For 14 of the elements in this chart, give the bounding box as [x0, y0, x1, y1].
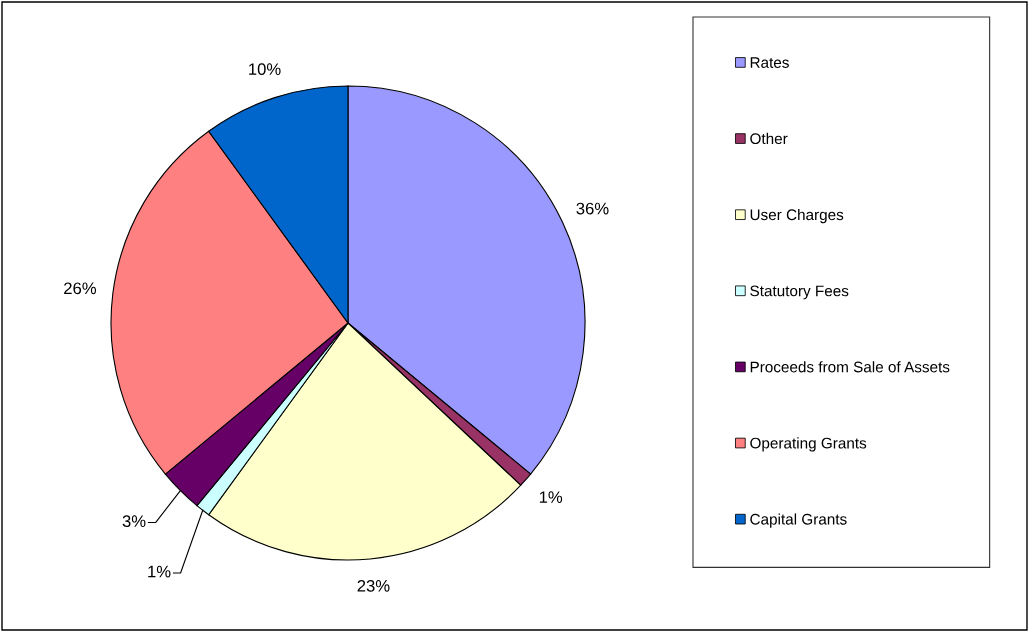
- legend-label: User Charges: [750, 208, 844, 224]
- legend-label: Capital Grants: [750, 513, 847, 528]
- legend-label: Proceeds from Sale of Assets: [750, 361, 950, 373]
- legend-label: Statutory Fees: [750, 285, 849, 300]
- data-label: 10%: [249, 63, 281, 76]
- data-label: 23%: [357, 579, 390, 592]
- legend-label: Rates: [750, 57, 789, 68]
- data-label: 1%: [539, 491, 563, 503]
- data-label: 26%: [64, 282, 97, 295]
- data-label: 36%: [576, 202, 609, 215]
- legend-label: Operating Grants: [750, 437, 867, 452]
- data-label: 1%: [148, 565, 171, 578]
- legend-label: Other: [750, 132, 788, 145]
- data-label: 3%: [122, 515, 146, 528]
